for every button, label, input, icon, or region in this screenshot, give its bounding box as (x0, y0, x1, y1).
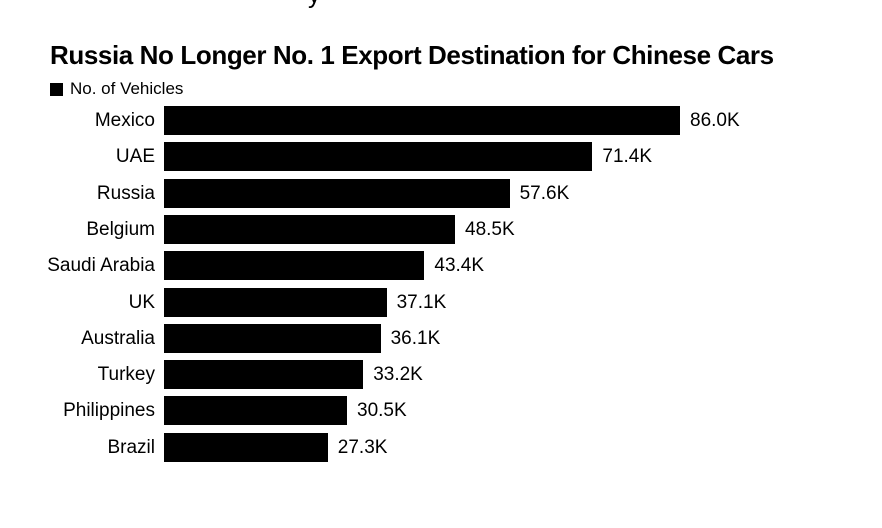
bar-row: Belgium 48.5K (0, 214, 882, 244)
bar-row: Australia 36.1K (0, 323, 882, 353)
value-label: 30.5K (357, 400, 407, 422)
chart-legend: No. of Vehicles (50, 79, 183, 99)
value-label: 43.4K (434, 255, 485, 277)
bar (164, 360, 364, 390)
bar (164, 432, 328, 462)
category-label: Australia (81, 327, 155, 349)
bar (164, 287, 387, 317)
bar (164, 396, 347, 426)
bar (164, 178, 510, 208)
category-label: UAE (115, 146, 155, 168)
chart-title: Russia No Longer No. 1 Export Destinatio… (50, 40, 774, 70)
bar-row: Philippines 30.5K (0, 396, 882, 426)
bar-row: Saudi Arabia 43.4K (0, 251, 882, 281)
bar-row: UAE 71.4K (0, 142, 882, 172)
legend-label: No. of Vehicles (70, 79, 184, 98)
category-label: Saudi Arabia (47, 255, 155, 277)
value-label: 48.5K (465, 218, 515, 240)
bar-row: Mexico 86.0K (0, 106, 882, 135)
bar (164, 323, 381, 353)
value-label: 36.1K (390, 327, 441, 349)
bar (164, 142, 593, 172)
value-label: 86.0K (690, 110, 740, 131)
bar-row: UK 37.1K (0, 287, 882, 317)
bar (164, 214, 455, 244)
bar (164, 251, 425, 281)
category-label: Belgium (86, 218, 155, 240)
category-label: Turkey (97, 364, 155, 386)
bar-row: Russia 57.6K (0, 178, 882, 208)
value-label: 57.6K (519, 182, 570, 204)
value-label: 71.4K (602, 146, 653, 168)
legend-swatch-icon (50, 82, 63, 96)
category-label: UK (128, 291, 155, 313)
value-label: 37.1K (396, 291, 447, 313)
category-label: Philippines (63, 400, 155, 422)
category-label: Russia (96, 182, 155, 204)
value-label: 33.2K (373, 364, 423, 386)
bar (164, 106, 680, 135)
bar-row: Brazil 27.3K (0, 432, 882, 462)
category-label: Brazil (107, 436, 155, 458)
top-clipped-text: y (308, 0, 321, 10)
value-label: 27.3K (337, 436, 388, 458)
category-label: Mexico (94, 110, 155, 131)
bar-row: Turkey 33.2K (0, 360, 882, 390)
